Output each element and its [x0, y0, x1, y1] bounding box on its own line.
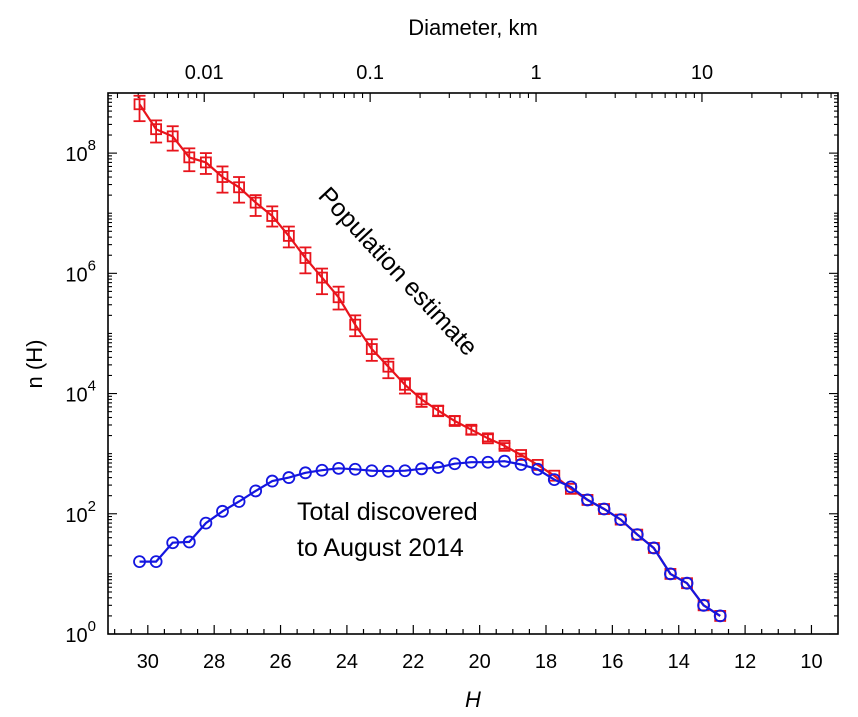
data-point: [515, 449, 528, 461]
data-point: [133, 555, 146, 569]
data-point: [199, 516, 213, 530]
x-tick-label: 10: [800, 651, 822, 673]
top-axis-title: Diameter, km: [408, 15, 538, 40]
data-point: [614, 513, 628, 527]
y-tick-label: 104: [65, 378, 96, 407]
top-tick-label: 10: [691, 62, 713, 84]
plot-frame: [107, 92, 839, 635]
top-tick-label: 0.01: [185, 62, 224, 84]
data-point: [316, 271, 328, 284]
data-point: [216, 504, 229, 518]
tick-labels: 30 28 26 24 22 20 18 16 14 12 10 100 102 104 106 108 0.0…: [65, 62, 822, 673]
data-point: [531, 462, 545, 476]
data-point: [233, 181, 245, 194]
data-point: [332, 461, 346, 475]
annotation-total-discovered: Total discovered: [297, 498, 478, 526]
data-point: [630, 528, 644, 542]
axis-ticks: [108, 93, 838, 635]
data-point: [332, 291, 345, 304]
y-tick-label: 100: [65, 618, 96, 647]
data-point: [465, 423, 478, 436]
data-point: [249, 196, 262, 209]
data-point: [299, 466, 312, 480]
annotation-population-estimate: Population estimate: [313, 182, 483, 362]
data-point: [182, 535, 196, 549]
x-tick-label: 26: [269, 651, 291, 673]
data-point: [199, 156, 212, 169]
data-point: [365, 343, 378, 355]
data-point: [448, 415, 461, 427]
x-tick-label: 14: [668, 651, 690, 673]
data-point: [697, 598, 711, 612]
data-point: [581, 493, 594, 507]
data-point: [265, 474, 279, 488]
data-point: [398, 464, 412, 478]
data-point: [133, 98, 146, 111]
data-point: [415, 462, 428, 476]
data-point: [713, 609, 727, 623]
data-point: [232, 495, 246, 508]
top-tick-label: 1: [530, 62, 541, 84]
y-tick-label: 102: [65, 498, 96, 527]
data-point: [432, 404, 445, 417]
data-point: [664, 567, 677, 581]
data-point: [481, 455, 495, 469]
x-tick-label: 20: [469, 651, 491, 673]
data-point: [216, 171, 229, 183]
data-point: [349, 318, 362, 331]
x-tick-label: 24: [336, 651, 358, 673]
x-tick-label: 28: [203, 651, 225, 673]
x-tick-label: 18: [535, 651, 557, 673]
data-point: [348, 462, 362, 476]
data-point: [464, 455, 478, 469]
x-axis-title: H: [465, 687, 481, 712]
data-point: [564, 480, 578, 494]
data-point: [680, 576, 694, 590]
data-point: [365, 464, 379, 478]
y-axis-title: n (H): [22, 340, 47, 389]
data-point: [547, 473, 561, 487]
data-point: [183, 151, 196, 164]
y-tick-label: 108: [65, 137, 96, 166]
data-point: [514, 458, 528, 471]
data-point: [448, 457, 462, 471]
data-point: [315, 463, 329, 477]
data-point: [381, 464, 395, 478]
x-tick-label: 12: [734, 651, 756, 673]
series-circle: [133, 454, 727, 623]
data-point: [498, 454, 511, 468]
x-tick-label: 30: [137, 651, 159, 673]
data-point: [149, 555, 163, 569]
top-tick-label: 0.1: [356, 62, 384, 84]
data-point: [282, 471, 296, 484]
data-point: [282, 229, 295, 242]
data-point: [166, 536, 180, 550]
data-point: [150, 123, 163, 136]
data-point: [266, 210, 279, 222]
x-tick-label: 16: [601, 651, 623, 673]
series-layer: [133, 94, 727, 623]
annotation-to-august-2014: to August 2014: [297, 534, 464, 562]
data-point: [431, 461, 445, 474]
data-point: [299, 252, 312, 264]
data-point: [166, 130, 179, 143]
y-tick-label: 106: [65, 257, 96, 286]
data-point: [382, 360, 395, 373]
data-point: [498, 439, 511, 452]
data-point: [415, 393, 428, 406]
data-point: [597, 502, 611, 516]
x-tick-label: 22: [402, 651, 424, 673]
data-point: [399, 378, 411, 391]
data-point: [482, 432, 494, 445]
series-line: [139, 460, 721, 617]
data-point: [249, 484, 263, 498]
data-point: [647, 541, 661, 555]
